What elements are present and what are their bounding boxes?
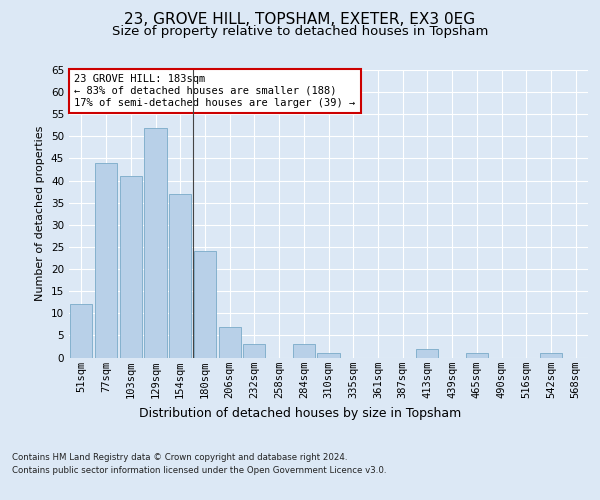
- Text: 23, GROVE HILL, TOPSHAM, EXETER, EX3 0EG: 23, GROVE HILL, TOPSHAM, EXETER, EX3 0EG: [124, 12, 476, 28]
- Bar: [218, 326, 241, 358]
- Bar: [416, 348, 439, 358]
- Bar: [317, 353, 340, 358]
- Bar: [466, 353, 488, 358]
- Bar: [145, 128, 167, 358]
- Bar: [194, 252, 216, 358]
- Bar: [243, 344, 265, 358]
- Text: 23 GROVE HILL: 183sqm
← 83% of detached houses are smaller (188)
17% of semi-det: 23 GROVE HILL: 183sqm ← 83% of detached …: [74, 74, 355, 108]
- Bar: [119, 176, 142, 358]
- Bar: [169, 194, 191, 358]
- Text: Contains public sector information licensed under the Open Government Licence v3: Contains public sector information licen…: [12, 466, 386, 475]
- Y-axis label: Number of detached properties: Number of detached properties: [35, 126, 46, 302]
- Bar: [540, 353, 562, 358]
- Text: Size of property relative to detached houses in Topsham: Size of property relative to detached ho…: [112, 25, 488, 38]
- Bar: [95, 163, 117, 358]
- Bar: [293, 344, 315, 358]
- Bar: [70, 304, 92, 358]
- Text: Distribution of detached houses by size in Topsham: Distribution of detached houses by size …: [139, 408, 461, 420]
- Text: Contains HM Land Registry data © Crown copyright and database right 2024.: Contains HM Land Registry data © Crown c…: [12, 454, 347, 462]
